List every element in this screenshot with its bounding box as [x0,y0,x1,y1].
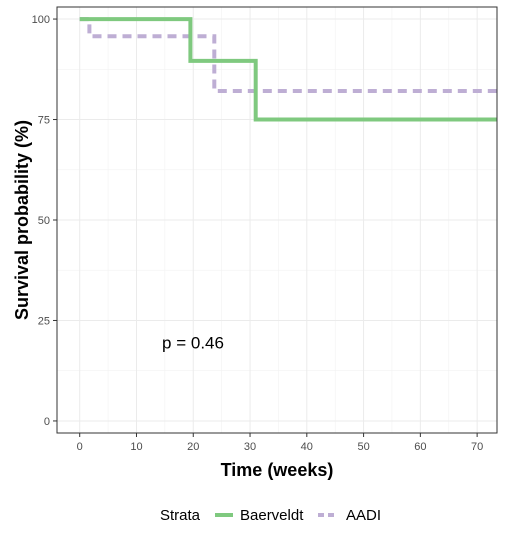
x-tick-label: 40 [301,441,313,453]
series-line-baerveldt [79,17,497,122]
x-tick-label: 30 [244,441,256,453]
x-axis-title: Time (weeks) [221,460,334,480]
y-tick-label: 100 [32,14,50,26]
y-tick-label: 0 [44,416,50,428]
series-line-aadi [79,17,497,93]
y-tick-label: 75 [38,115,50,127]
y-tick-label: 50 [38,215,50,227]
series-layer [79,17,497,122]
legend: Strata Baerveldt AADI [160,507,381,524]
x-tick-label: 60 [414,441,426,453]
legend-label-aadi: AADI [346,507,381,524]
legend-label-baerveldt: Baerveldt [240,507,304,524]
x-tick-label: 0 [77,441,83,453]
p-value-annotation: p = 0.46 [162,334,224,353]
x-tick-label: 70 [471,441,483,453]
y-axis-title: Survival probability (%) [12,120,32,320]
x-tick-label: 20 [187,441,199,453]
x-tick-label: 50 [357,441,369,453]
y-tick-label: 25 [38,315,50,327]
legend-title: Strata [160,507,201,524]
axes: 0 10 20 30 40 50 60 70 0 25 50 75 100 [32,14,484,453]
x-tick-label: 10 [130,441,142,453]
grid [57,7,497,433]
